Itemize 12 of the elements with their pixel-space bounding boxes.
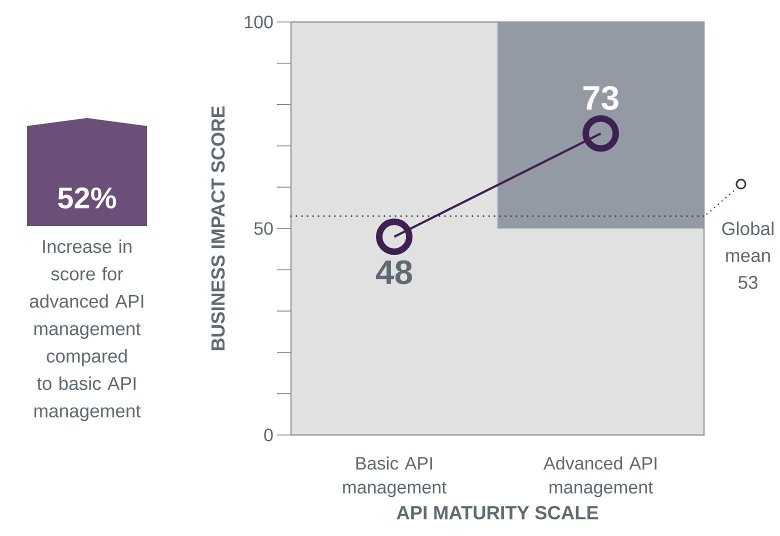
text: 52% [58, 187, 116, 209]
x-axis-title: API MATURITY SCALE [396, 506, 598, 520]
y-tick-label: 0 [264, 428, 273, 442]
legend-label: Global mean 53 [722, 222, 774, 289]
x-tick-label: Advanced API management [543, 456, 656, 498]
y-axis-title: BUSINESS IMPACT SCORE [211, 106, 225, 350]
data-label: 48 [376, 260, 412, 284]
text: Increase in score for advanced API management compared to basic API management [30, 240, 144, 422]
data-label: 73 [583, 86, 618, 110]
y-tick-label: 50 [254, 222, 273, 235]
x-tick-label: Basic API management [343, 456, 446, 498]
y-tick-label: 100 [244, 16, 273, 28]
